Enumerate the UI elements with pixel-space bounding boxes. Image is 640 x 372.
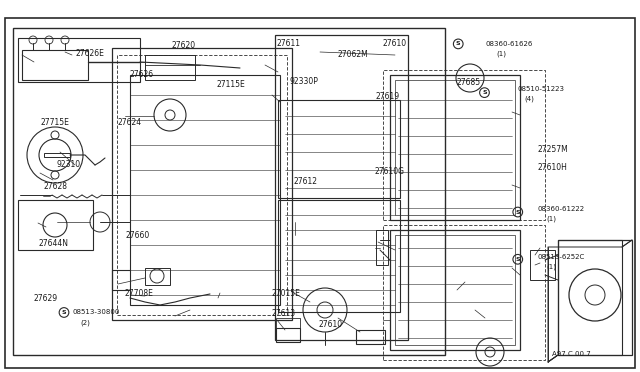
Bar (275, 35, 408, 340)
Text: (4): (4) (525, 95, 534, 102)
Bar (558, 240, 632, 355)
Bar (278, 100, 400, 198)
Text: S: S (456, 41, 461, 46)
Text: 27620: 27620 (172, 41, 196, 50)
Text: 27708E: 27708E (125, 289, 154, 298)
Text: 08513-6252C: 08513-6252C (538, 254, 585, 260)
Text: 27015E: 27015E (272, 289, 301, 298)
Text: 27062M: 27062M (338, 50, 369, 59)
Bar (278, 200, 400, 312)
Bar (376, 230, 388, 265)
Text: 27115E: 27115E (216, 80, 245, 89)
Bar (117, 55, 287, 315)
Bar (145, 268, 170, 285)
Text: 27257M: 27257M (538, 145, 568, 154)
Text: 27629: 27629 (34, 294, 58, 303)
Text: 08510-51223: 08510-51223 (517, 86, 564, 92)
Bar (390, 230, 520, 350)
Bar (22, 50, 88, 80)
Text: S: S (482, 90, 487, 95)
Bar (558, 240, 622, 355)
Text: 08360-61626: 08360-61626 (485, 41, 532, 47)
Text: 27610: 27610 (382, 39, 406, 48)
Text: 92330P: 92330P (290, 77, 319, 86)
Text: 27715E: 27715E (40, 118, 69, 126)
Text: (1): (1) (496, 51, 506, 57)
Text: 27660: 27660 (125, 231, 150, 240)
Bar (395, 80, 515, 215)
Bar (276, 328, 300, 342)
Text: (2): (2) (80, 319, 90, 326)
Text: S: S (515, 209, 520, 215)
Bar (383, 70, 545, 220)
Text: 27610H: 27610H (538, 163, 568, 172)
Text: 27610: 27610 (318, 320, 342, 329)
Text: 27610G: 27610G (374, 167, 404, 176)
Text: 27628: 27628 (44, 182, 68, 191)
Text: 27626E: 27626E (76, 49, 104, 58)
Bar (145, 55, 195, 80)
Bar (390, 75, 520, 220)
Text: 27611: 27611 (276, 39, 301, 48)
Text: (1): (1) (546, 216, 556, 222)
Text: 08513-30800: 08513-30800 (72, 310, 120, 315)
Text: (1): (1) (546, 263, 556, 270)
Bar (18, 38, 140, 82)
Text: 27619: 27619 (376, 92, 400, 101)
Bar (18, 200, 93, 250)
Text: 27624: 27624 (117, 118, 141, 126)
Bar (356, 330, 385, 344)
Text: A97 C 00 7: A97 C 00 7 (552, 351, 591, 357)
Text: 27644N: 27644N (38, 239, 68, 248)
Text: 27613: 27613 (272, 310, 296, 318)
Text: 92310: 92310 (56, 160, 81, 169)
Text: 27626: 27626 (129, 70, 154, 79)
Bar (383, 225, 545, 360)
Text: 08360-61222: 08360-61222 (538, 206, 585, 212)
Bar (276, 318, 300, 328)
Text: 27685: 27685 (457, 78, 481, 87)
Text: S: S (515, 257, 520, 262)
Bar (130, 75, 280, 305)
Bar (530, 250, 555, 280)
Bar (13, 28, 445, 355)
Text: S: S (61, 310, 67, 315)
Bar (44, 153, 70, 157)
Bar (395, 235, 515, 345)
Text: 27612: 27612 (294, 177, 317, 186)
Bar (112, 48, 292, 320)
